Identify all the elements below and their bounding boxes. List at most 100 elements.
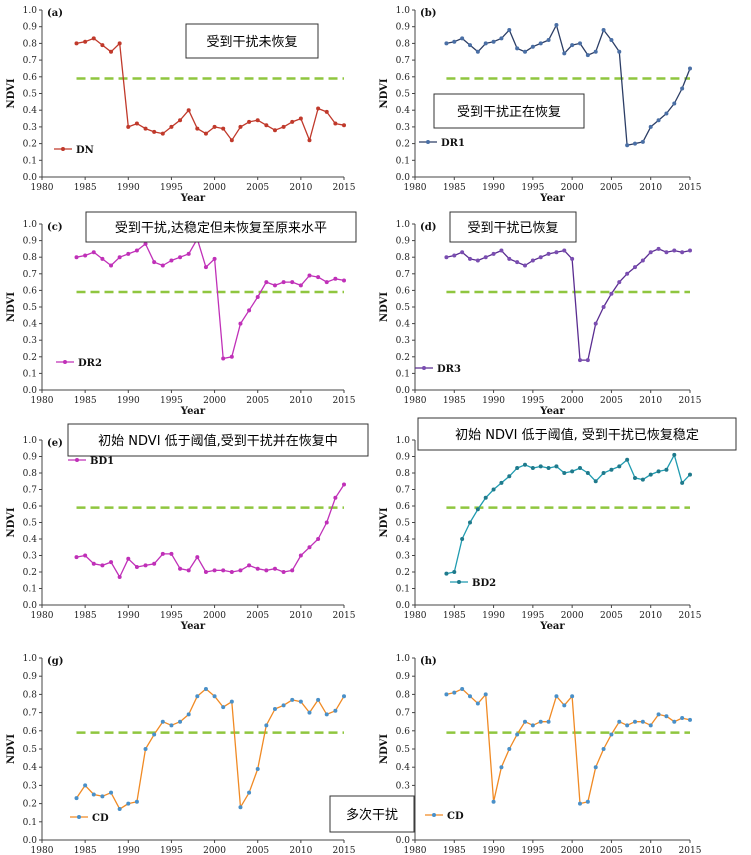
legend-label: BD2 [472, 578, 496, 589]
x-tick-label: 2010 [639, 846, 662, 855]
data-point [316, 537, 321, 541]
data-point [585, 53, 590, 58]
data-point [523, 49, 527, 54]
data-point [307, 273, 312, 278]
x-axis-label: Year [180, 406, 206, 417]
panel-label: (h) [420, 656, 437, 667]
data-point [625, 271, 630, 276]
panel-g: 0.0 0.1 0.2 0.3 0.4 0.5 0.6 0.7 0.8 0.9 1.0 1980 198… [6, 654, 356, 855]
data-point [342, 482, 346, 487]
data-point [601, 471, 606, 475]
y-tick-label: 0.1 [396, 156, 410, 166]
y-tick-label: 0.5 [396, 303, 411, 313]
annotation-text: 受到干扰,达稳定但未恢复至原来水平 [115, 220, 327, 236]
data-point [688, 472, 692, 477]
x-tick-label: 2015 [333, 396, 356, 406]
data-point [290, 568, 295, 573]
data-point [212, 568, 217, 573]
data-point [324, 109, 329, 114]
x-tick-label: 1980 [31, 396, 54, 406]
y-tick-label: 0.6 [396, 286, 411, 296]
data-point [143, 126, 148, 131]
legend-marker [426, 140, 430, 144]
data-point [546, 38, 551, 43]
data-point [515, 732, 520, 737]
x-tick-label: 1980 [31, 183, 54, 193]
y-tick-label: 0.0 [23, 836, 38, 846]
data-point [523, 719, 527, 724]
y-tick-label: 0.7 [396, 709, 411, 719]
data-point [672, 101, 677, 106]
data-point [143, 747, 148, 751]
y-tick-label: 0.3 [396, 336, 411, 346]
data-point [91, 792, 96, 797]
x-tick-label: 1990 [117, 611, 140, 621]
data-point [617, 280, 622, 285]
data-point [593, 479, 598, 484]
annotation-text: 初始 NDVI 低于阈值,受到干扰并在恢复中 [98, 433, 338, 449]
y-tick-label: 0.2 [23, 800, 37, 810]
data-point [617, 49, 622, 54]
data-point [593, 765, 598, 770]
data-point [212, 256, 217, 261]
data-point [483, 41, 488, 46]
data-point [554, 464, 559, 469]
data-point [538, 41, 543, 46]
data-point [499, 765, 504, 770]
data-point [578, 358, 582, 363]
data-point [281, 124, 286, 129]
x-tick-label: 2015 [679, 183, 702, 193]
data-point [152, 129, 157, 134]
data-point [229, 354, 234, 359]
y-tick-label: 1.0 [396, 436, 411, 446]
x-tick-label: 1985 [74, 846, 97, 855]
x-axis-label: Year [539, 406, 565, 417]
series-line-cd [446, 688, 691, 805]
data-point [656, 469, 661, 474]
x-tick-label: 2000 [561, 396, 584, 406]
data-point [460, 537, 465, 541]
data-point [680, 716, 685, 721]
x-tick-label: 2015 [333, 183, 356, 193]
data-point [523, 263, 527, 268]
y-tick-label: 0.7 [23, 270, 38, 280]
data-point [648, 250, 653, 255]
x-tick-label: 2010 [289, 396, 312, 406]
x-tick-label: 2000 [203, 396, 226, 406]
annotation-box [85, 211, 357, 243]
y-axis-label: NDVI [6, 507, 17, 537]
x-tick-label: 1990 [482, 611, 505, 621]
data-point [307, 545, 312, 550]
data-point [578, 41, 582, 46]
data-point [625, 457, 630, 462]
x-axis-label: Year [180, 621, 206, 632]
data-point [264, 123, 269, 128]
data-point [117, 807, 122, 812]
data-point [160, 719, 165, 724]
x-tick-label: 1995 [160, 396, 183, 406]
data-point [546, 251, 551, 256]
data-point [530, 44, 535, 49]
data-point [221, 356, 226, 361]
x-tick-label: 1990 [482, 846, 505, 855]
data-point [238, 321, 243, 326]
data-point [83, 783, 88, 788]
data-point [178, 255, 183, 260]
y-tick-label: 0.1 [23, 818, 37, 828]
data-point [307, 138, 312, 143]
data-point [272, 128, 277, 133]
series-line-cd [75, 688, 345, 810]
data-point [100, 563, 105, 568]
data-point [333, 276, 338, 281]
x-tick-label: 1980 [404, 846, 427, 855]
x-tick-label: 1980 [404, 396, 427, 406]
data-point [109, 790, 114, 795]
y-tick-label: 0.5 [396, 745, 411, 755]
y-tick-label: 0.8 [23, 253, 38, 263]
data-point [83, 553, 88, 558]
y-tick-label: 0.8 [23, 39, 38, 49]
y-tick-label: 0.7 [23, 56, 38, 66]
data-point [640, 258, 645, 263]
legend-label: DN [76, 145, 94, 156]
data-point [523, 462, 527, 467]
